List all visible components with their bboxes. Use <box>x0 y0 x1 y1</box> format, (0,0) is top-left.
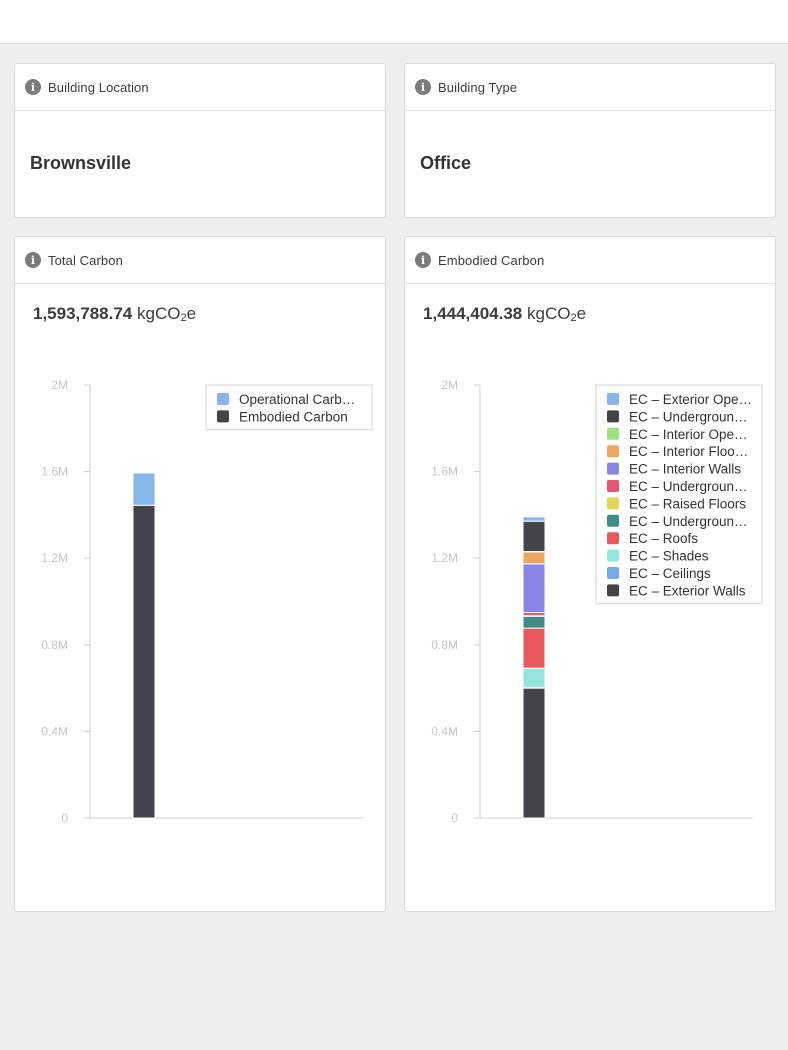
bar-segment <box>522 627 546 669</box>
bar-segment <box>522 615 546 629</box>
bar-segment <box>522 551 546 565</box>
y-tick-label: 2M <box>51 378 68 392</box>
unit-suffix: e <box>576 304 587 323</box>
legend-box <box>205 384 373 431</box>
y-tick-label: 0.8M <box>431 638 458 652</box>
building-location-card: i Building Location Brownsville <box>14 63 386 218</box>
legend-swatch <box>217 410 229 423</box>
legend-label: EC – Interior Floo… <box>629 444 748 459</box>
bar-segment <box>132 472 156 506</box>
unit: kgCO2e <box>527 304 587 324</box>
top-bar <box>0 0 788 44</box>
y-tick-label: 1.2M <box>41 551 68 565</box>
card-title: Building Location <box>48 79 149 95</box>
legend-box <box>595 384 763 605</box>
legend-swatch <box>607 514 619 527</box>
y-tick-label: 0.8M <box>41 638 68 652</box>
legend-label: Embodied Carbon <box>239 409 348 424</box>
bar-segment <box>522 667 546 689</box>
bar-segment <box>522 687 546 819</box>
card-title: Building Type <box>438 79 518 95</box>
card-header: i Total Carbon <box>15 237 385 284</box>
y-tick-label: 0 <box>451 811 458 825</box>
total-carbon-chart: 0 0.4M 0.8M 1.2M 1.6M 2M Operational Carb… Embo… <box>41 378 373 825</box>
bar-segment <box>132 504 156 819</box>
y-tick-label: 1.6M <box>431 465 458 479</box>
legend-label: EC – Exterior Walls <box>629 583 746 598</box>
legend-swatch <box>607 567 619 579</box>
legend-swatch <box>607 427 619 440</box>
bar-segment <box>522 520 546 552</box>
unit-prefix: kgCO <box>137 304 181 323</box>
legend-label: EC – Undergroun… <box>629 514 748 529</box>
total-carbon-value: 1,593,788.74 kgCO2e <box>33 304 196 324</box>
legend-label: Operational Carb… <box>239 392 355 407</box>
y-tick-label: 0.4M <box>41 724 68 738</box>
bar-segment <box>522 563 546 614</box>
embodied-carbon-number: 1,444,404.38 <box>423 304 523 323</box>
legend-swatch <box>607 410 619 423</box>
legend-label: EC – Undergroun… <box>629 479 748 494</box>
info-icon[interactable]: i <box>415 252 431 268</box>
total-carbon-card: i Total Carbon 1,593,788.74 kgCO2e 0 0.4M… <box>14 236 386 912</box>
info-icon[interactable]: i <box>25 79 41 95</box>
legend-swatch <box>607 549 619 562</box>
card-title: Total Carbon <box>48 252 123 268</box>
legend-swatch <box>607 480 619 492</box>
y-tick-label: 0 <box>61 811 68 825</box>
y-tick-label: 1.2M <box>431 551 458 565</box>
card-header: i Building Type <box>405 64 775 111</box>
unit: kgCO2e <box>137 304 197 324</box>
unit-subscript: 2 <box>180 312 187 324</box>
info-icon[interactable]: i <box>415 79 431 95</box>
legend-swatch <box>607 393 619 405</box>
legend-label: EC – Raised Floors <box>629 496 746 511</box>
y-tick-label: 1.6M <box>41 465 68 479</box>
legend-label: EC – Exterior Ope… <box>629 392 752 407</box>
unit-subscript: 2 <box>570 312 577 324</box>
embodied-carbon-value: 1,444,404.38 kgCO2e <box>423 304 586 324</box>
unit-prefix: kgCO <box>527 304 571 323</box>
legend-label: EC – Undergroun… <box>629 409 748 424</box>
legend-label: EC – Ceilings <box>629 566 711 581</box>
card-header: i Embodied Carbon <box>405 237 775 284</box>
legend-swatch <box>607 584 619 597</box>
total-carbon-number: 1,593,788.74 <box>33 304 133 323</box>
legend-swatch <box>607 497 619 510</box>
building-type-card: i Building Type Office <box>404 63 776 218</box>
bar-segment <box>522 516 546 522</box>
legend-swatch <box>607 445 619 458</box>
y-tick-label: 0.4M <box>431 724 458 738</box>
embodied-carbon-chart: 0 0.4M 0.8M 1.2M 1.6M 2M EC – Exterior Ope… EC … <box>431 378 763 825</box>
legend-label: EC – Interior Ope… <box>629 427 748 442</box>
legend-swatch <box>217 393 229 405</box>
y-tick-label: 2M <box>441 378 458 392</box>
unit-suffix: e <box>186 304 197 323</box>
info-icon[interactable]: i <box>25 252 41 268</box>
building-location-value: Brownsville <box>30 153 132 173</box>
legend-label: EC – Interior Walls <box>629 462 741 477</box>
legend-label: EC – Roofs <box>629 531 698 546</box>
building-type-value: Office <box>420 153 472 173</box>
legend-swatch <box>607 462 619 475</box>
legend-label: EC – Shades <box>629 549 709 564</box>
card-header: i Building Location <box>15 64 385 111</box>
legend-swatch <box>607 532 619 545</box>
card-title: Embodied Carbon <box>438 252 545 268</box>
